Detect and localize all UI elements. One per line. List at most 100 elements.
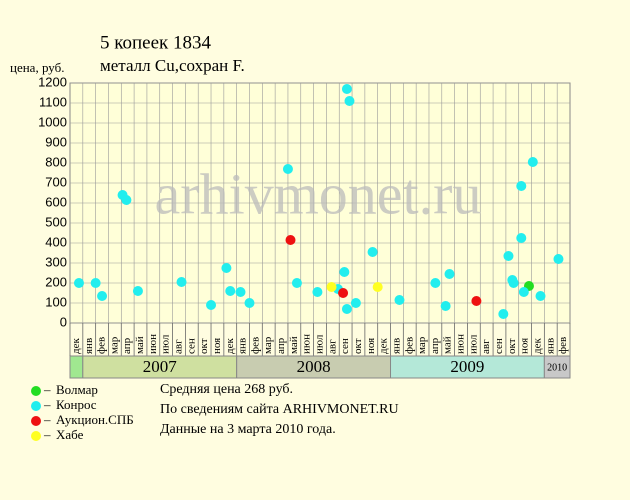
x-tick-label: фев xyxy=(403,337,415,354)
x-tick-label: фев xyxy=(96,337,108,354)
y-tick-label: 600 xyxy=(45,194,67,209)
x-tick-label: янв xyxy=(390,338,402,354)
x-tick-label: июл xyxy=(160,334,172,354)
x-tick-label: окт xyxy=(506,338,518,354)
x-tick-label: фев xyxy=(249,337,261,354)
legend-marker xyxy=(31,431,41,441)
legend-marker xyxy=(31,416,41,426)
year-label: 2008 xyxy=(297,357,331,376)
x-tick-label: фев xyxy=(557,337,569,354)
y-tick-label: 800 xyxy=(45,154,67,169)
y-tick-label: 700 xyxy=(45,174,67,189)
legend-dash: – xyxy=(43,427,51,442)
x-tick-label: сен xyxy=(185,338,197,354)
x-tick-label: ноя xyxy=(519,338,531,354)
x-tick-label: июл xyxy=(314,334,326,354)
x-tick-label: ноя xyxy=(211,338,223,354)
x-tick-label: июн xyxy=(455,334,467,354)
data-point xyxy=(221,263,232,273)
data-point xyxy=(326,282,337,292)
year-label: 2007 xyxy=(143,357,178,376)
x-tick-label: дек xyxy=(378,338,390,354)
data-point xyxy=(291,278,302,288)
data-point xyxy=(338,288,349,298)
x-tick-label: янв xyxy=(544,338,556,354)
x-tick-label: апр xyxy=(275,337,287,354)
y-tick-label: 500 xyxy=(45,214,67,229)
year-label: 2010 xyxy=(547,362,567,373)
data-point xyxy=(503,251,514,261)
data-point xyxy=(440,301,451,311)
data-point xyxy=(206,300,217,310)
data-point xyxy=(527,157,538,167)
data-point xyxy=(90,278,101,288)
data-point xyxy=(235,287,246,297)
x-tick-label: май xyxy=(134,336,146,354)
data-point xyxy=(535,291,546,301)
legend-label: Аукцион.СПБ xyxy=(56,412,134,427)
data-point xyxy=(430,278,441,288)
data-point xyxy=(97,291,108,301)
data-point xyxy=(508,278,519,288)
chart-title: 5 копеек 1834 xyxy=(100,32,212,53)
data-point xyxy=(372,282,383,292)
legend-dash: – xyxy=(43,382,51,397)
data-point xyxy=(176,277,187,287)
data-point xyxy=(341,84,352,94)
year-band xyxy=(543,355,571,379)
data-point xyxy=(350,298,361,308)
data-point xyxy=(73,278,84,288)
data-point xyxy=(516,181,527,191)
data-point xyxy=(285,235,296,245)
x-tick-label: дек xyxy=(70,338,82,354)
legend-label: Волмар xyxy=(56,382,98,397)
data-point xyxy=(498,309,509,319)
legend-marker xyxy=(31,401,41,411)
x-tick-label: авг xyxy=(480,339,492,354)
x-tick-label: апр xyxy=(121,337,133,354)
x-tick-label: май xyxy=(442,336,454,354)
year-label: 2009 xyxy=(450,357,484,376)
y-tick-label: 0 xyxy=(60,314,67,329)
legend-dash: – xyxy=(43,412,51,427)
watermark: arhivmonet.ru xyxy=(155,161,482,226)
x-tick-label: ноя xyxy=(365,338,377,354)
data-point xyxy=(339,267,350,277)
y-tick-label: 1000 xyxy=(38,114,67,129)
note: По сведениям сайта ARHIVMONET.RU xyxy=(160,402,399,417)
x-tick-label: янв xyxy=(83,338,95,354)
x-tick-label: авг xyxy=(173,339,185,354)
x-tick-label: авг xyxy=(326,339,338,354)
legend-label: Конрос xyxy=(56,397,97,412)
legend-marker xyxy=(31,386,41,396)
data-point xyxy=(344,96,355,106)
x-tick-label: июн xyxy=(147,334,159,354)
y-tick-label: 1100 xyxy=(39,94,67,109)
data-point xyxy=(244,298,255,308)
x-tick-label: янв xyxy=(237,338,249,354)
x-tick-label: июн xyxy=(301,334,313,354)
legend-label: Хабе xyxy=(56,427,84,442)
y-tick-label: 1200 xyxy=(38,74,67,89)
x-tick-label: сен xyxy=(339,338,351,354)
data-point xyxy=(312,287,323,297)
x-tick-label: май xyxy=(288,336,300,354)
data-point xyxy=(121,195,132,205)
data-point xyxy=(282,164,293,174)
x-tick-label: дек xyxy=(531,338,543,354)
y-tick-label: 200 xyxy=(45,274,67,289)
x-tick-label: дек xyxy=(224,338,236,354)
x-tick-label: мар xyxy=(416,336,428,354)
chart-subtitle: металл Cu,сохран F. xyxy=(100,56,245,75)
data-point xyxy=(518,287,529,297)
y-tick-label: 300 xyxy=(45,254,67,269)
x-tick-label: окт xyxy=(198,338,210,354)
data-point xyxy=(516,233,527,243)
x-tick-label: апр xyxy=(429,337,441,354)
data-point xyxy=(225,286,236,296)
data-point xyxy=(553,254,564,264)
data-point xyxy=(341,304,352,314)
legend-dash: – xyxy=(43,397,51,412)
